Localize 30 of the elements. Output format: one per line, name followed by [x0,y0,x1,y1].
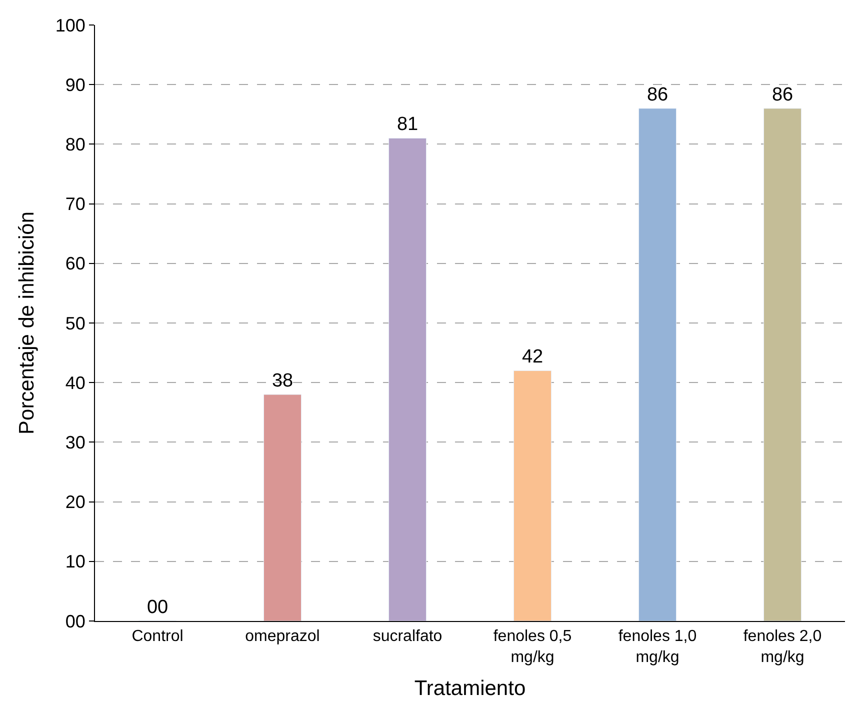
data-label: 81 [396,114,418,136]
x-axis-title: Tratamiento [414,677,526,700]
y-tick-label: 40 [65,372,86,393]
bar [388,138,426,621]
y-tick-label: 00 [65,611,86,632]
y-tick-label: 100 [55,15,86,36]
x-tick-label: fenoles 0,5 mg/kg [493,628,572,666]
bar [638,108,676,621]
data-label: 42 [522,346,544,368]
bar [764,108,802,621]
data-label: 00 [146,597,168,618]
y-tick-label: 50 [65,313,86,334]
data-label: 38 [272,370,294,392]
x-tick-label: sucralfato [372,628,442,646]
y-tick-label: 10 [65,552,86,572]
y-tick-label: 90 [65,74,86,95]
y-axis-title: Porcentaje de inhibición [16,212,39,434]
bar [514,370,552,621]
x-tick-label: fenoles 2,0 mg/kg [743,628,822,666]
y-tick-label: 20 [65,492,86,512]
x-tick-label: omeprazol [245,628,320,646]
x-tick-label: fenoles 1,0 mg/kg [618,628,697,666]
data-label: 86 [646,84,668,106]
x-tick-label: Control [132,628,184,646]
y-tick-label: 70 [65,194,86,214]
y-tick-label: 60 [65,254,86,274]
data-label: 86 [772,84,794,106]
bar [264,394,302,621]
y-tick-label: 80 [65,134,86,154]
y-tick-label: 30 [65,432,86,452]
